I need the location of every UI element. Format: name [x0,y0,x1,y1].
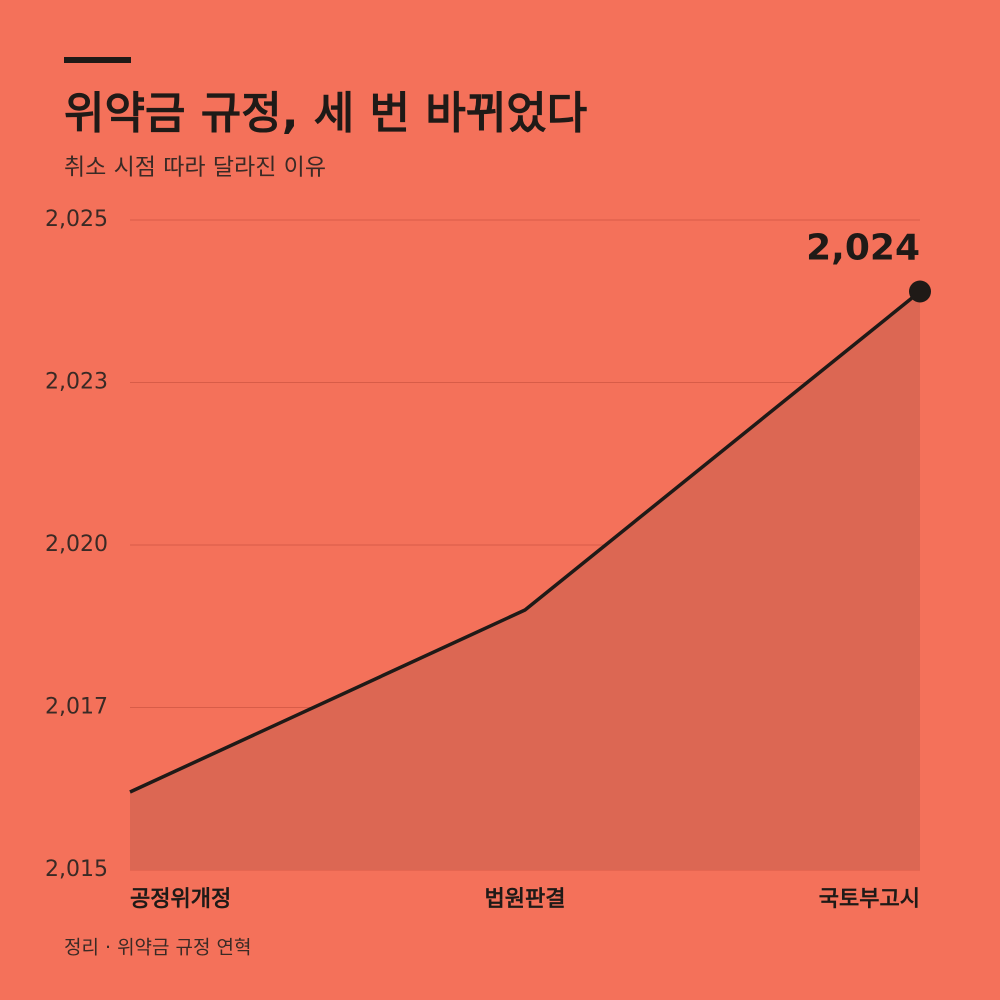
x-tick-label: 법원판결 [485,887,566,912]
value-label: 2,024 [806,228,920,269]
chart-subtitle: 취소 시점 따라 달라진 이유 [64,155,326,181]
end-point [909,280,931,303]
x-tick-label: 공정위개정 [130,887,231,912]
area [130,291,920,870]
source-note: 정리 · 위약금 규정 연혁 [64,937,252,959]
line [129,290,922,794]
accent-bar [64,57,131,63]
y-tick-label: 2,015 [45,857,108,882]
y-tick-label: 2,017 [45,695,108,720]
y-tick-label: 2,023 [45,370,108,395]
y-tick-label: 2,025 [45,207,108,232]
y-tick-label: 2,020 [45,532,108,557]
chart-title: 위약금 규정, 세 번 바뀌었다 [64,88,587,139]
x-tick-label: 국토부고시 [819,887,920,912]
